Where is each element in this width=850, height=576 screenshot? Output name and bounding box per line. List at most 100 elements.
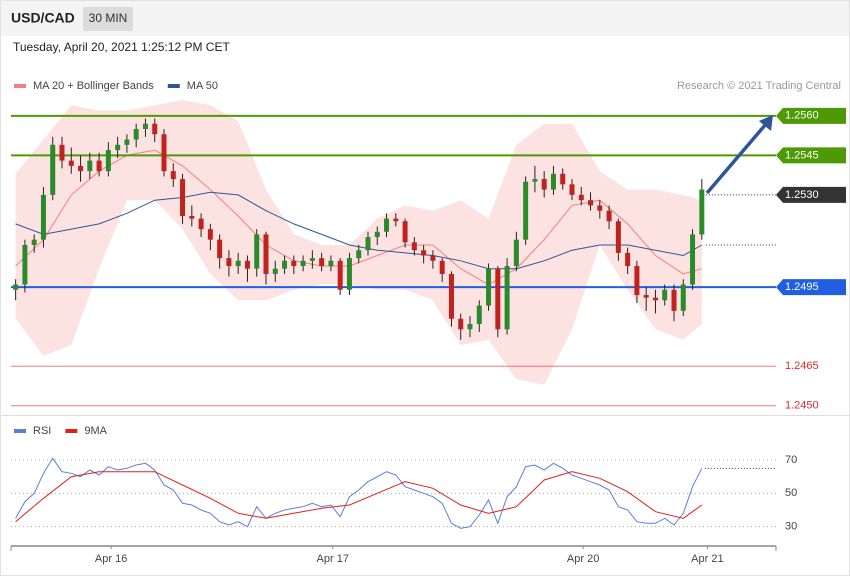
candle-body bbox=[152, 123, 158, 135]
legend-label: MA 50 bbox=[187, 80, 218, 92]
symbol: USD/CAD bbox=[11, 10, 75, 26]
candle-body bbox=[59, 144, 65, 161]
candle-body bbox=[643, 295, 649, 298]
candle-body bbox=[588, 200, 594, 206]
candle-body bbox=[680, 284, 686, 311]
candle-body bbox=[625, 252, 631, 267]
header-bar bbox=[1, 1, 849, 36]
legend-swatch bbox=[65, 429, 78, 433]
legend-swatch bbox=[167, 84, 180, 88]
candle-body bbox=[346, 258, 352, 290]
candle-body bbox=[87, 160, 93, 172]
level-tag bbox=[776, 186, 846, 203]
candle-body bbox=[652, 297, 658, 301]
candle-body bbox=[133, 128, 139, 140]
level-tag bbox=[776, 147, 846, 164]
candle-body bbox=[402, 221, 408, 243]
candle-body bbox=[504, 266, 510, 330]
candle-body bbox=[300, 260, 306, 267]
candle-body bbox=[550, 173, 556, 190]
level-tag bbox=[776, 279, 846, 296]
candle-body bbox=[606, 210, 612, 222]
candle-body bbox=[68, 160, 74, 166]
candle-body bbox=[96, 160, 102, 172]
y-tick-label: 50 bbox=[785, 487, 797, 499]
candle-body bbox=[50, 144, 56, 195]
candle-body bbox=[690, 234, 696, 285]
candle-body bbox=[226, 258, 232, 267]
candle-body bbox=[532, 179, 538, 182]
candle-body bbox=[448, 273, 454, 319]
x-tick-label: Apr 20 bbox=[567, 553, 599, 565]
x-tick-label: Apr 17 bbox=[317, 553, 349, 565]
level-label: 1.2530 bbox=[785, 189, 819, 201]
candle-body bbox=[319, 258, 325, 267]
x-tick-label: Apr 21 bbox=[691, 553, 723, 565]
candle-body bbox=[244, 260, 250, 269]
candle-body bbox=[486, 268, 492, 306]
rsi-line bbox=[15, 471, 703, 523]
candle-body bbox=[467, 324, 473, 330]
candle-body bbox=[207, 229, 213, 240]
legend-swatch bbox=[14, 84, 26, 88]
y-tick-label: 70 bbox=[785, 454, 797, 466]
candle-body bbox=[356, 250, 362, 259]
bollinger-band bbox=[15, 100, 702, 385]
forecast-arrowhead bbox=[759, 115, 773, 131]
candle-body bbox=[495, 268, 501, 330]
candle-body bbox=[671, 289, 677, 311]
candle-body bbox=[263, 234, 269, 274]
rsi-line bbox=[15, 457, 703, 529]
candle-body bbox=[198, 218, 204, 230]
candle-body bbox=[105, 150, 111, 172]
candle-body bbox=[235, 260, 241, 267]
forecast-arrow bbox=[705, 122, 768, 195]
candle-body bbox=[78, 165, 84, 172]
candle-body bbox=[13, 284, 19, 290]
candle-body bbox=[597, 205, 603, 211]
candle-body bbox=[569, 184, 575, 195]
level-label: 1.2450 bbox=[785, 400, 819, 412]
level-label: 1.2560 bbox=[785, 110, 819, 122]
candle-body bbox=[411, 242, 417, 251]
interval[interactable]: 30 MIN bbox=[89, 11, 128, 25]
level-label: 1.2465 bbox=[785, 360, 819, 372]
ma-line bbox=[15, 191, 703, 270]
candle-body bbox=[337, 260, 343, 290]
level-label: 1.2495 bbox=[785, 281, 819, 293]
candle-body bbox=[328, 260, 334, 267]
candle-body bbox=[384, 218, 390, 232]
candle-body bbox=[541, 179, 547, 190]
candle-body bbox=[560, 173, 566, 185]
x-tick-label: Apr 16 bbox=[95, 553, 127, 565]
candle-body bbox=[421, 250, 427, 256]
candle-body bbox=[31, 239, 37, 245]
candle-body bbox=[662, 289, 668, 301]
candle-body bbox=[476, 305, 482, 325]
candle-body bbox=[180, 179, 186, 216]
candle-body bbox=[254, 234, 260, 269]
level-label: 1.2545 bbox=[785, 149, 819, 161]
candle-body bbox=[272, 268, 278, 274]
candle-body bbox=[291, 260, 297, 267]
candle-body bbox=[365, 237, 371, 251]
candle-body bbox=[513, 239, 519, 267]
candle-body bbox=[40, 194, 46, 240]
candle-body bbox=[217, 239, 223, 259]
legend-label: 9MA bbox=[84, 425, 107, 437]
candle-body bbox=[374, 231, 380, 238]
y-tick-label: 30 bbox=[785, 521, 797, 533]
candle-body bbox=[458, 318, 464, 330]
rsi-panel: 70 50 30 RSI 9MA Apr 16 Apr 17 Apr 20 Apr 21 bbox=[10, 425, 797, 565]
timestamp: Tuesday, April 20, 2021 1:25:12 PM CET bbox=[13, 40, 230, 54]
legend-label: MA 20 + Bollinger Bands bbox=[33, 80, 154, 92]
candle-body bbox=[615, 221, 621, 253]
interval-badge[interactable] bbox=[83, 7, 133, 31]
candle-body bbox=[161, 134, 167, 172]
level-tag bbox=[776, 107, 846, 124]
legend-label: RSI bbox=[33, 425, 51, 437]
candle-body bbox=[439, 260, 445, 274]
legend-swatch bbox=[14, 429, 26, 433]
candle-body bbox=[634, 266, 640, 296]
candle-body bbox=[115, 144, 121, 151]
